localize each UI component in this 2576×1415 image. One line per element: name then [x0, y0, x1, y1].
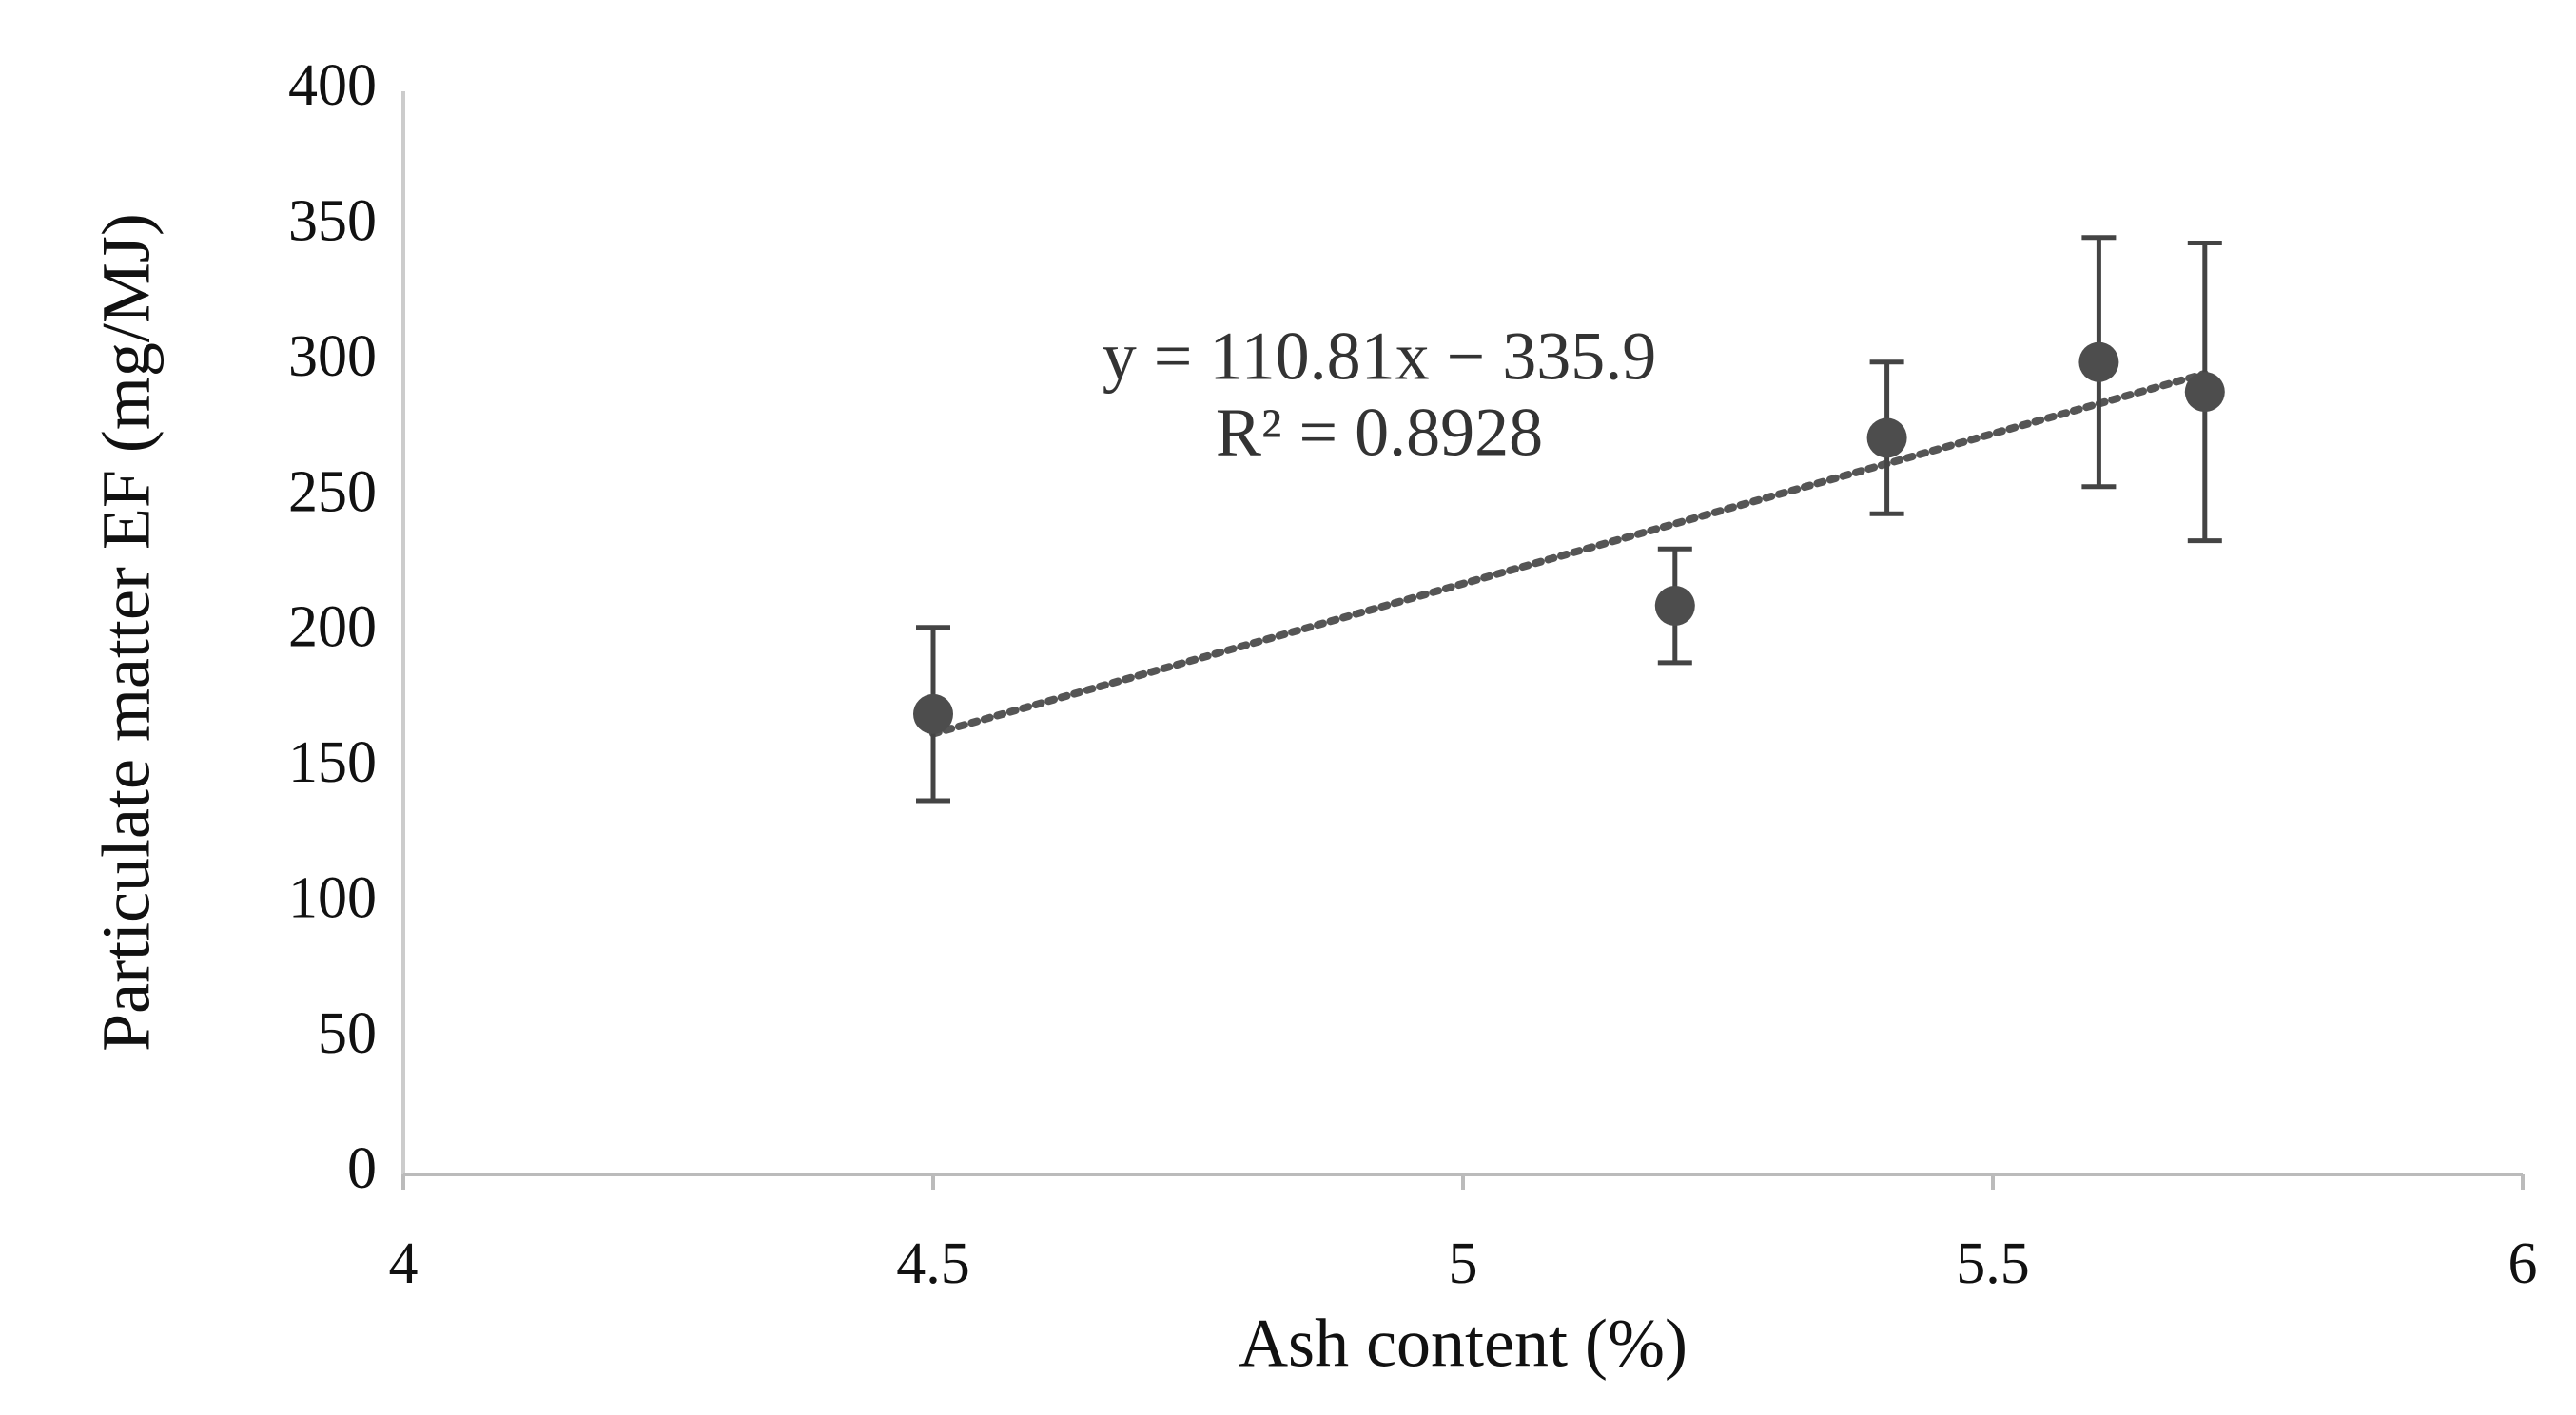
y-axis-title: Particulate matter EF (mg/MJ) [88, 213, 165, 1052]
y-tick-label: 350 [288, 189, 377, 254]
point [1866, 417, 1907, 458]
y-tick-label: 100 [288, 865, 377, 930]
trendline [929, 369, 2209, 738]
y-tick-label: 150 [288, 730, 377, 795]
y-tick-label: 200 [288, 595, 377, 660]
trendline-r2: R² = 0.8928 [1216, 395, 1543, 471]
x-tick-label: 6 [2508, 1231, 2538, 1296]
x-tick-label: 4.5 [896, 1231, 970, 1296]
y-tick-label: 300 [288, 324, 377, 389]
y-tick-label: 400 [288, 53, 377, 118]
point [1654, 586, 1695, 627]
y-tick-label: 50 [318, 1001, 377, 1066]
y-tick-label: 250 [288, 459, 377, 524]
point [913, 693, 953, 734]
point [2078, 341, 2119, 382]
point [2184, 372, 2225, 413]
x-axis-title: Ash content (%) [1239, 1306, 1688, 1382]
y-tick-label: 0 [347, 1136, 377, 1201]
x-tick-label: 5.5 [1956, 1231, 2030, 1296]
x-tick-label: 5 [1449, 1231, 1478, 1296]
x-tick-label: 4 [389, 1231, 419, 1296]
trendline-equation: y = 110.81x − 335.9 [1103, 319, 1657, 395]
